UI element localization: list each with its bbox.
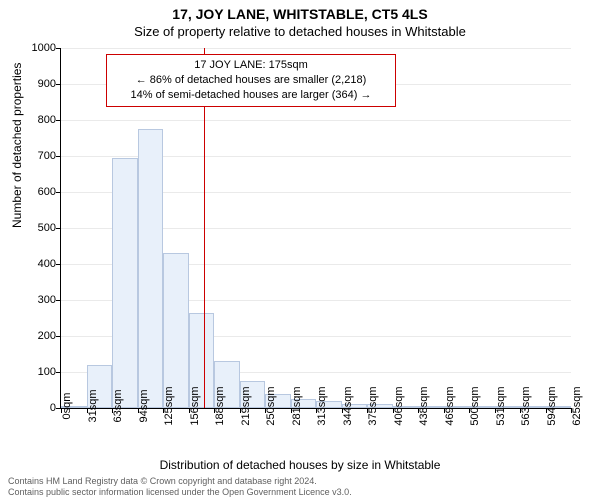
y-tick-mark <box>56 156 61 157</box>
histogram-bar <box>112 158 138 408</box>
y-tick-mark <box>56 84 61 85</box>
grid-line <box>61 48 571 49</box>
y-tick-label: 200 <box>21 330 56 342</box>
x-tick-label: 563sqm <box>520 386 532 425</box>
y-tick-label: 900 <box>21 78 56 90</box>
page-title: 17, JOY LANE, WHITSTABLE, CT5 4LS <box>0 0 600 22</box>
y-tick-label: 300 <box>21 294 56 306</box>
y-tick-mark <box>56 120 61 121</box>
footer-text: Contains HM Land Registry data © Crown c… <box>8 476 592 498</box>
x-tick-label: 594sqm <box>546 386 558 425</box>
x-tick-label: 31sqm <box>87 389 99 422</box>
x-tick-label: 375sqm <box>367 386 379 425</box>
x-tick-label: 63sqm <box>112 389 124 422</box>
annotation-line: ← 86% of detached houses are smaller (2,… <box>113 73 389 88</box>
x-tick-label: 156sqm <box>189 386 201 425</box>
y-tick-label: 700 <box>21 150 56 162</box>
y-tick-label: 400 <box>21 258 56 270</box>
annotation-box: 17 JOY LANE: 175sqm← 86% of detached hou… <box>106 54 396 107</box>
y-tick-label: 1000 <box>21 42 56 54</box>
histogram-bar <box>163 253 189 408</box>
x-tick-label: 281sqm <box>291 386 303 425</box>
x-tick-label: 344sqm <box>342 386 354 425</box>
grid-line <box>61 120 571 121</box>
x-tick-label: 125sqm <box>163 386 175 425</box>
y-tick-mark <box>56 264 61 265</box>
y-tick-label: 500 <box>21 222 56 234</box>
y-tick-label: 600 <box>21 186 56 198</box>
annotation-line: 14% of semi-detached houses are larger (… <box>113 88 389 103</box>
x-tick-label: 500sqm <box>469 386 481 425</box>
annotation-line: 17 JOY LANE: 175sqm <box>113 58 389 73</box>
page-subtitle: Size of property relative to detached ho… <box>0 24 600 39</box>
footer-line-1: Contains HM Land Registry data © Crown c… <box>8 476 592 487</box>
x-tick-label: 469sqm <box>444 386 456 425</box>
y-tick-mark <box>56 336 61 337</box>
x-tick-label: 625sqm <box>571 386 583 425</box>
x-tick-label: 0sqm <box>61 393 73 420</box>
x-axis-label: Distribution of detached houses by size … <box>0 458 600 472</box>
footer-line-2: Contains public sector information licen… <box>8 487 592 498</box>
y-tick-label: 800 <box>21 114 56 126</box>
page: 17, JOY LANE, WHITSTABLE, CT5 4LS Size o… <box>0 0 600 500</box>
histogram-chart: 010020030040050060070080090010000sqm31sq… <box>60 48 571 409</box>
y-tick-mark <box>56 192 61 193</box>
x-tick-label: 188sqm <box>214 386 226 425</box>
y-tick-label: 0 <box>21 402 56 414</box>
x-tick-label: 406sqm <box>393 386 405 425</box>
x-tick-label: 438sqm <box>418 386 430 425</box>
x-tick-label: 531sqm <box>495 386 507 425</box>
x-tick-label: 94sqm <box>138 389 150 422</box>
x-tick-label: 313sqm <box>316 386 328 425</box>
y-tick-label: 100 <box>21 366 56 378</box>
x-tick-label: 250sqm <box>265 386 277 425</box>
y-tick-mark <box>56 48 61 49</box>
y-tick-mark <box>56 300 61 301</box>
y-tick-mark <box>56 372 61 373</box>
histogram-bar <box>138 129 164 408</box>
y-tick-mark <box>56 228 61 229</box>
x-tick-label: 219sqm <box>240 386 252 425</box>
